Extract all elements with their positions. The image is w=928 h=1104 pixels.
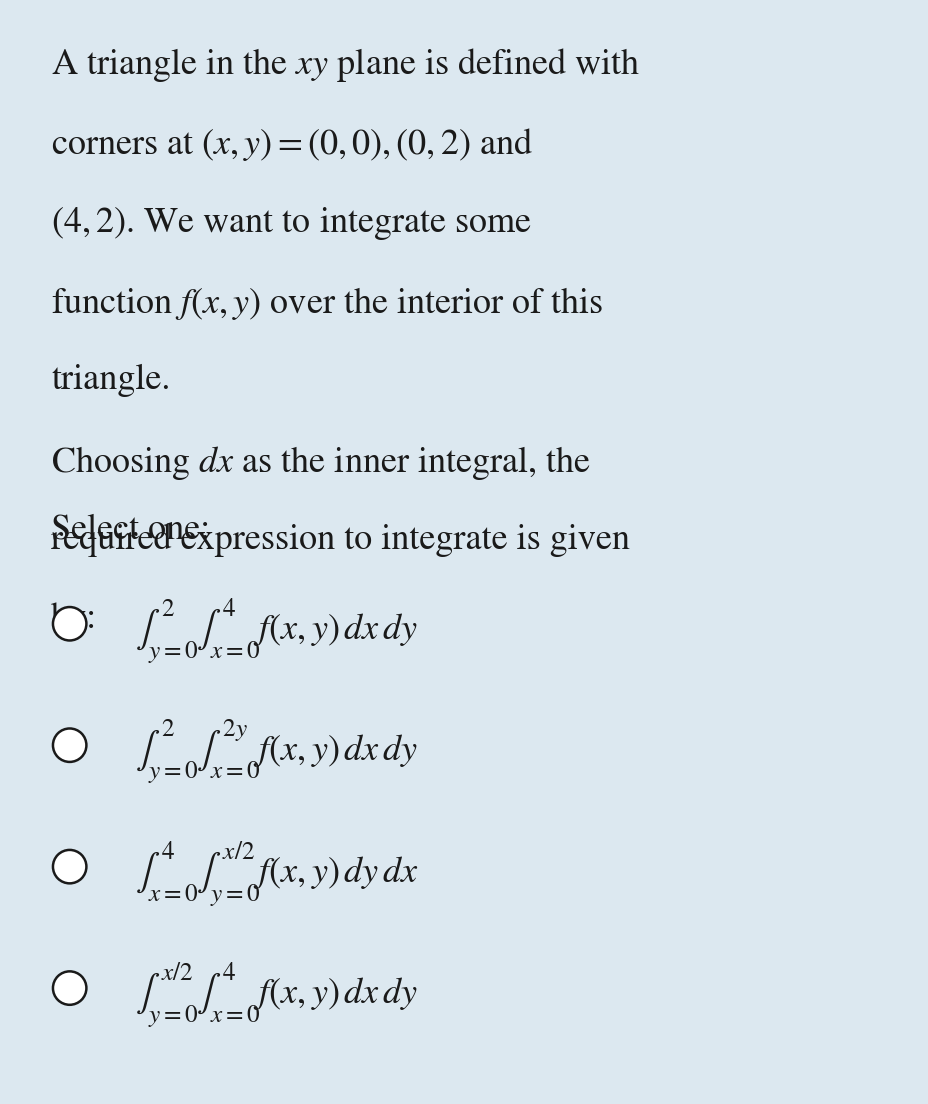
Text: $\int_{y=0}^{2} \int_{x=0}^{4} f(x, y)\, dx\, dy$: $\int_{y=0}^{2} \int_{x=0}^{4} f(x, y)\,… [135, 596, 417, 666]
Ellipse shape [53, 850, 86, 883]
Text: $\int_{y=0}^{x/2} \int_{x=0}^{4} f(x, y)\, dx\, dy$: $\int_{y=0}^{x/2} \int_{x=0}^{4} f(x, y)… [135, 960, 417, 1030]
Text: required expression to integrate is given: required expression to integrate is give… [51, 523, 629, 556]
Text: triangle.: triangle. [51, 364, 170, 397]
Ellipse shape [53, 972, 86, 1005]
Ellipse shape [53, 607, 86, 640]
Text: Select one:: Select one: [51, 513, 210, 546]
Text: $(4, 2)$. We want to integrate some: $(4, 2)$. We want to integrate some [51, 205, 532, 243]
Text: Choosing $dx$ as the inner integral, the: Choosing $dx$ as the inner integral, the [51, 444, 590, 481]
Text: A triangle in the $xy$ plane is defined with: A triangle in the $xy$ plane is defined … [51, 46, 639, 84]
Text: function $f(x, y)$ over the interior of this: function $f(x, y)$ over the interior of … [51, 285, 603, 322]
Text: $\int_{x=0}^{4} \int_{y=0}^{x/2} f(x, y)\, dy\, dx$: $\int_{x=0}^{4} \int_{y=0}^{x/2} f(x, y)… [135, 839, 418, 909]
Text: $\int_{y=0}^{2} \int_{x=0}^{2y} f(x, y)\, dx\, dy$: $\int_{y=0}^{2} \int_{x=0}^{2y} f(x, y)\… [135, 718, 417, 786]
Text: corners at $(x, y) = (0, 0), (0, 2)$ and: corners at $(x, y) = (0, 0), (0, 2)$ and [51, 126, 533, 163]
Text: by:: by: [51, 603, 97, 636]
Ellipse shape [53, 729, 86, 762]
